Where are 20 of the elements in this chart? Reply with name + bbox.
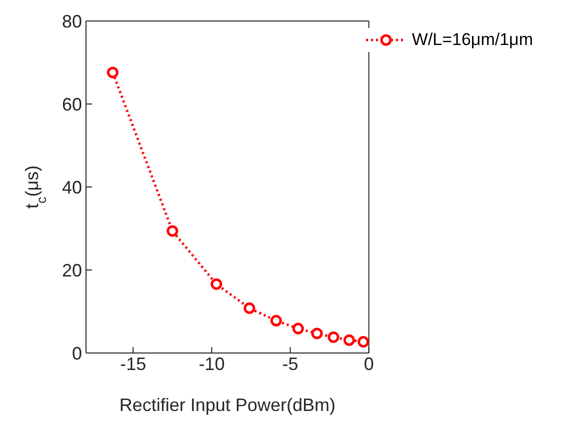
point	[358, 336, 369, 348]
point	[270, 314, 282, 326]
y-tick-label: 20	[62, 260, 82, 280]
x-tick-label: -15	[120, 354, 146, 374]
point	[210, 278, 222, 290]
y-tick-label: 80	[62, 11, 82, 32]
point	[106, 66, 118, 78]
x-tick-label: -5	[282, 354, 298, 374]
point	[311, 328, 323, 340]
point	[328, 331, 340, 343]
point	[166, 225, 178, 237]
y-tick-label: 40	[62, 177, 82, 198]
x-tick-label: -10	[198, 354, 225, 374]
legend-label: W/L=16μm/1μm	[412, 30, 533, 50]
x-axis-title: Rectifier Input Power(dBm)	[119, 395, 336, 415]
x-tick-label: 0	[364, 354, 374, 374]
point	[343, 334, 355, 346]
point	[244, 302, 256, 314]
y-tick-label: 60	[62, 94, 82, 114]
point	[292, 322, 304, 334]
